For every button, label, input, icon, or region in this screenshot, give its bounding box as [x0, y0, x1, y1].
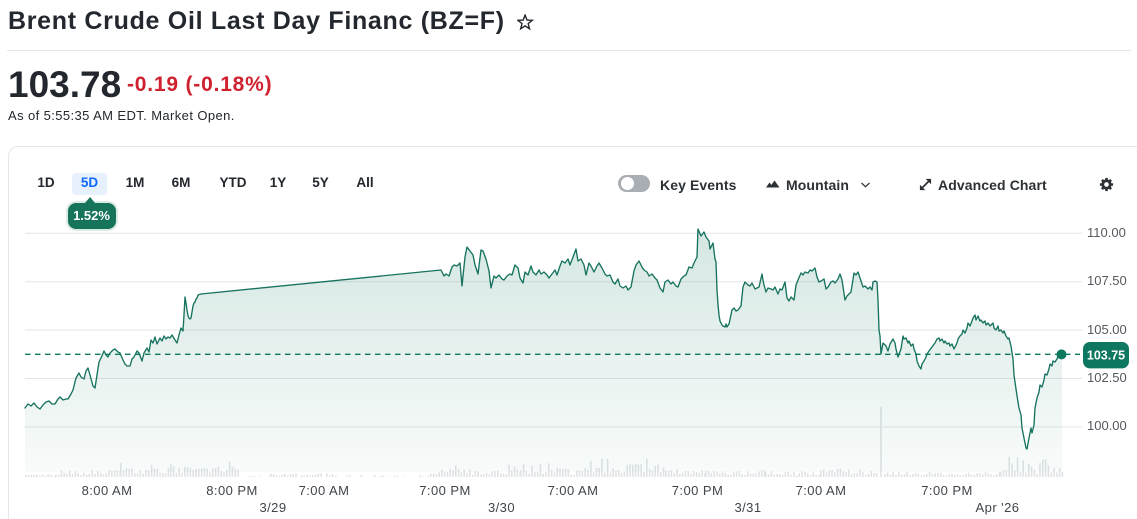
svg-text:103.75: 103.75 [1087, 349, 1125, 363]
